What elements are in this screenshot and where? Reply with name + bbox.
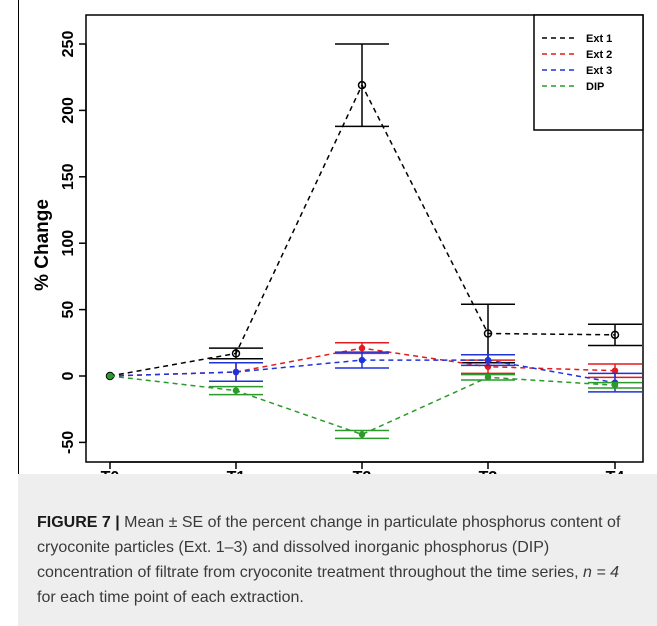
data-point <box>232 387 240 394</box>
legend-entry: Ext 2 <box>586 49 612 61</box>
series-dip <box>106 372 642 440</box>
figure-frame-rule <box>18 0 19 626</box>
series-ext-3 <box>106 351 642 393</box>
x-tick-label: T1 <box>227 469 246 474</box>
data-point <box>610 330 620 340</box>
legend-entry: DIP <box>586 81 604 93</box>
caption-text: Mean ± SE of the percent change in parti… <box>37 514 621 581</box>
x-tick-label: T4 <box>606 469 625 474</box>
legend-entry: Ext 3 <box>586 65 612 77</box>
series-ext-2 <box>106 342 642 383</box>
y-axis-label: % Change <box>32 199 53 291</box>
data-point <box>358 356 366 364</box>
caption-text-end: for each time point of each extraction. <box>37 589 304 606</box>
line-chart: -50 0 50 100 150 200 250 T0 T1 T2 T3 T4 % Change E… <box>32 14 644 474</box>
figure-caption: FIGURE 7 | Mean ± SE of the percent chan… <box>37 510 637 610</box>
data-point <box>357 80 367 90</box>
y-tick-label: 0 <box>60 371 77 380</box>
legend: Ext 1 Ext 2 Ext 3 DIP <box>533 14 644 131</box>
data-point <box>232 368 240 376</box>
series-line <box>109 375 616 436</box>
x-tick-label: T2 <box>353 469 372 474</box>
data-point <box>484 356 492 364</box>
data-point <box>484 374 492 381</box>
data-point <box>231 349 241 358</box>
x-axis: T0 T1 T2 T3 T4 <box>101 461 625 474</box>
data-point <box>106 372 114 380</box>
caption-n: n = 4 <box>583 564 620 581</box>
caption-label: FIGURE 7 | <box>37 514 120 531</box>
legend-entry: Ext 1 <box>586 33 612 45</box>
legend-box <box>533 14 644 131</box>
y-tick-label: 250 <box>60 31 77 58</box>
data-point <box>611 382 619 389</box>
data-point <box>358 344 366 352</box>
x-tick-label: T3 <box>479 469 498 474</box>
y-axis: -50 0 50 100 150 200 250 <box>60 31 87 454</box>
caption-box <box>18 474 657 626</box>
data-point <box>483 329 493 338</box>
x-tick-label: T0 <box>101 469 120 474</box>
data-point <box>611 367 619 374</box>
y-tick-label: 100 <box>60 230 77 257</box>
data-point <box>358 431 366 438</box>
y-tick-label: 50 <box>60 301 77 319</box>
y-tick-label: -50 <box>60 431 77 454</box>
y-tick-label: 200 <box>60 97 77 124</box>
y-tick-label: 150 <box>60 163 77 190</box>
series-layer <box>105 43 642 440</box>
